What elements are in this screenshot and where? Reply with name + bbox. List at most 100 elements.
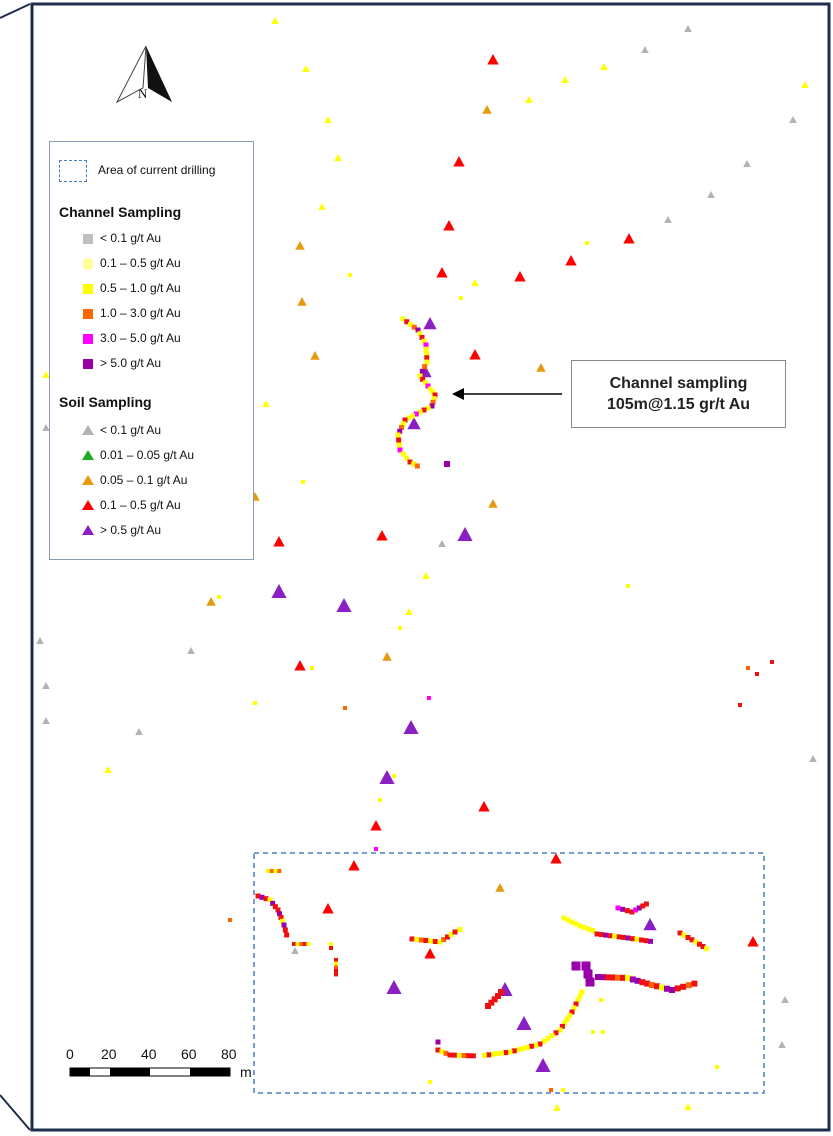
soil-sample-mark-73 [553,1104,561,1111]
channel-sample-mark-112 [396,442,402,448]
channel-sample-mark-187 [561,915,567,921]
channel-sample-mark-118 [414,463,420,469]
channel-sample-mark-267 [541,1038,547,1044]
soil-sample-mark-10 [789,116,797,123]
channel-sample-mark-234 [600,974,606,981]
channel-sample-mark-201 [621,934,627,940]
soil-sample-mark-57 [370,820,382,831]
channel-sample-mark-230 [581,961,591,971]
channel-sample-mark-287 [456,1052,462,1058]
soil-swatch-3 [82,500,94,510]
soil-sample-mark-52 [135,728,143,735]
soil-sample-mark-59 [550,853,562,864]
channel-sample-mark-184 [448,932,454,937]
channel-sample-mark-225 [488,999,495,1006]
soil-sample-mark-5 [600,63,608,70]
scale-tick-60: 60 [181,1046,197,1062]
soil-sample-mark-65 [386,980,402,994]
channel-sample-mark-160 [281,922,287,928]
channel-sample-mark-279 [490,1051,496,1057]
channel-sample-mark-223 [704,946,709,952]
soil-sample-mark-50 [42,682,50,689]
channel-sample-mark-194 [590,928,596,933]
channel-sample-mark-275 [507,1049,513,1055]
soil-sample-mark-4 [684,25,692,32]
scale-tick-20: 20 [101,1046,117,1062]
channel-sample-mark-130 [392,774,396,778]
channel-sample-mark-123 [217,595,221,599]
channel-sample-mark-239 [625,975,631,981]
soil-sample-mark-39 [438,540,446,547]
channel-sample-mark-150 [255,893,261,899]
channel-sample-mark-168 [329,942,333,946]
channel-sample-mark-236 [610,974,616,981]
channel-swatch-0 [83,234,93,244]
soil-sample-mark-24 [471,279,479,286]
channel-sample-mark-261 [562,1020,568,1026]
channel-sample-mark-193 [586,926,591,932]
channel-sample-mark-83 [423,342,429,348]
channel-swatch-3 [83,309,93,319]
soil-label-0: < 0.1 g/t Au [100,423,162,437]
soil-sample-mark-32 [262,400,270,407]
sample-marks [36,17,817,1111]
soil-sample-mark-69 [781,996,789,1003]
channel-sample-mark-221 [697,941,702,947]
channel-sample-mark-177 [418,937,424,943]
channel-sample-mark-78 [411,324,417,330]
soil-sample-mark-9 [801,81,809,88]
channel-sample-mark-82 [421,338,427,344]
channel-sample-mark-206 [643,938,649,944]
channel-sample-mark-141 [561,1088,565,1092]
channel-sample-mark-138 [591,1030,595,1034]
channel-sample-mark-75 [400,316,406,322]
channel-sample-mark-134 [770,660,774,664]
channel-sample-mark-222 [700,944,706,949]
channel-sample-mark-241 [634,977,641,984]
channel-sample-mark-273 [516,1047,522,1053]
soil-sample-mark-7 [525,96,533,103]
channel-sample-mark-120 [459,296,463,300]
soil-sample-mark-51 [42,717,50,724]
channel-sample-mark-109 [397,428,403,434]
channel-sample-mark-220 [693,939,699,945]
channel-sample-mark-191 [577,923,583,929]
channel-sample-mark-272 [520,1046,526,1052]
channel-sample-mark-283 [439,1049,445,1055]
channel-sample-mark-99 [429,403,435,409]
channel-sample-mark-199 [612,933,618,939]
soil-sample-mark-74 [684,1103,692,1110]
channel-sample-mark-119 [444,461,450,467]
soil-sample-mark-53 [403,720,419,734]
channel-sample-mark-149 [277,869,282,873]
scale-tick-80: 80 [221,1046,237,1062]
channel-sample-mark-125 [398,626,402,630]
channel-sample-mark-188 [565,917,571,923]
channel-sample-mark-157 [277,911,282,917]
soil-sample-mark-54 [104,766,112,773]
channel-sample-mark-250 [680,983,687,990]
channel-sample-mark-96 [432,392,438,398]
channel-sample-mark-117 [411,461,417,467]
channel-sample-mark-128 [343,706,347,710]
channel-sample-mark-158 [278,915,284,920]
soil-sample-mark-27 [469,349,481,360]
soil-swatch-2 [82,475,94,485]
channel-sample-mark-135 [755,672,759,676]
scale-unit: m [240,1064,252,1080]
channel-sample-mark-232 [585,977,595,987]
soil-sample-mark-44 [206,597,216,606]
channel-sample-mark-122 [348,273,352,277]
drilling-area-swatch [59,160,87,182]
soil-sample-mark-47 [187,647,195,654]
channel-sample-mark-197 [603,932,609,938]
channel-sample-mark-102 [417,409,423,415]
channel-sample-mark-207 [648,938,653,944]
soil-sample-mark-8 [482,105,492,114]
channel-sample-mark-178 [423,938,429,943]
channel-sample-mark-259 [567,1013,573,1019]
channel-sample-mark-97 [431,396,437,402]
channel-sample-mark-251 [685,982,692,989]
soil-sample-mark-46 [36,637,44,644]
channel-swatch-2 [83,284,93,294]
